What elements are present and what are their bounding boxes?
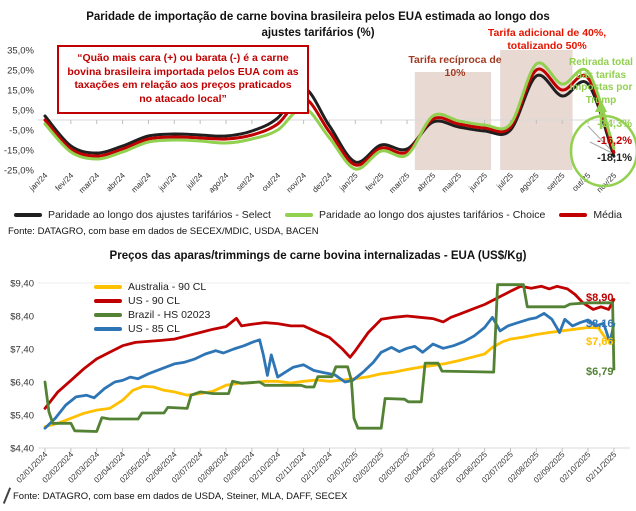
legend-swatch-icon bbox=[94, 285, 122, 289]
legend-label: Paridade ao longo dos ajustes tarifários… bbox=[318, 209, 546, 221]
annotation-tarifa-adicional: Tarifa adicional de 40%, totalizando 50% bbox=[487, 27, 607, 53]
x-tick-label: mar/25 bbox=[387, 171, 411, 195]
bottom-chart-source: Fonte: DATAGRO, com base em dados de USD… bbox=[13, 491, 348, 502]
legend-swatch-icon bbox=[94, 313, 122, 317]
legend-item: US - 85 CL bbox=[94, 323, 210, 335]
bottom-chart-legend: Australia - 90 CL US - 90 CL Brazil - HS 0… bbox=[94, 281, 210, 335]
x-tick-label: fev/24 bbox=[53, 171, 75, 193]
end-label: -14,3% bbox=[597, 118, 632, 130]
series-line-brazil-hs-02023 bbox=[43, 283, 616, 433]
y-tick-label: $8,40 bbox=[10, 312, 34, 323]
y-tick-label: 15,0% bbox=[7, 86, 34, 97]
legend-label: US - 90 CL bbox=[128, 295, 180, 307]
x-tick-label: set/25 bbox=[545, 171, 567, 193]
end-label: $8,16 bbox=[586, 318, 614, 330]
y-tick-label: $6,40 bbox=[10, 378, 34, 389]
end-label: $8,90 bbox=[586, 292, 614, 304]
end-label: -18,1% bbox=[597, 152, 632, 164]
x-tick-label: jun/25 bbox=[467, 171, 490, 194]
x-tick-label: mai/24 bbox=[130, 171, 154, 195]
legend-item: Brazil - HS 02023 bbox=[94, 309, 210, 321]
legend-label: Média bbox=[593, 209, 623, 221]
series-line-australia-90-cl bbox=[43, 326, 616, 428]
legend-item: Paridade ao longo dos ajustes tarifários… bbox=[13, 209, 271, 221]
legend-item: Paridade ao longo dos ajustes tarifários… bbox=[284, 209, 546, 221]
x-tick-label: jul/25 bbox=[494, 171, 515, 192]
top-chart-canvas: 35,0% 25,0% 15,0% 5,0% -5,0% -15,0% -25,0% jan/… bbox=[4, 46, 636, 195]
x-tick-label: jul/24 bbox=[184, 171, 205, 192]
tariff-region bbox=[500, 50, 573, 170]
highlight-circle bbox=[569, 114, 636, 188]
x-tick-label: ago/25 bbox=[517, 171, 541, 195]
legend-swatch-icon bbox=[94, 327, 122, 331]
legend-label: Australia - 90 CL bbox=[128, 281, 207, 293]
y-tick-label: -25,0% bbox=[4, 166, 35, 177]
y-tick-label: $7,40 bbox=[10, 345, 34, 356]
legend-swatch-icon bbox=[94, 299, 122, 303]
legend-item: US - 90 CL bbox=[94, 295, 210, 307]
top-chart-legend: Paridade ao longo dos ajustes tarifários… bbox=[0, 209, 636, 221]
bottom-chart-title: Preços das aparas/trimmings de carne bov… bbox=[109, 250, 527, 262]
end-label: -16,2% bbox=[597, 135, 632, 147]
legend-item: Australia - 90 CL bbox=[94, 281, 210, 293]
series-line-choice bbox=[43, 61, 616, 171]
y-tick-label: $9,40 bbox=[10, 279, 34, 290]
top-chart-source: Fonte: DATAGRO, com base em dados de SEC… bbox=[8, 226, 319, 237]
bottom-chart-canvas: $9,40$8,40$7,40$6,40$5,40$4,4002/01/2024… bbox=[10, 279, 630, 485]
y-tick-label: 5,0% bbox=[12, 106, 34, 117]
x-tick-label: fev/25 bbox=[364, 171, 386, 193]
y-tick-label: 35,0% bbox=[7, 46, 34, 57]
annotation-retirada-tarifas: Retirada total das tarifas impostas por … bbox=[569, 57, 633, 106]
x-tick-label: out/24 bbox=[260, 171, 282, 193]
x-tick-label: nov/25 bbox=[595, 171, 619, 195]
x-tick-label: dez/24 bbox=[311, 171, 335, 195]
end-label: $7,66 bbox=[586, 336, 614, 348]
legend-item: Média bbox=[559, 209, 622, 221]
series-line-us-90-cl bbox=[43, 284, 616, 410]
x-tick-label: mar/24 bbox=[77, 171, 101, 195]
x-tick-label: jun/24 bbox=[156, 171, 179, 194]
annotation-tarifa-reciproca: Tarifa recíproca de 10% bbox=[408, 54, 502, 80]
x-tick-label: ago/24 bbox=[207, 171, 231, 195]
x-tick-label: nov/24 bbox=[285, 171, 309, 195]
legend-swatch-icon bbox=[13, 213, 42, 217]
leader-line bbox=[587, 125, 611, 150]
series-line-us-85-cl bbox=[43, 312, 616, 430]
y-tick-label: -15,0% bbox=[4, 146, 35, 157]
legend-swatch-icon bbox=[284, 213, 313, 217]
y-tick-label: 25,0% bbox=[7, 66, 34, 77]
y-tick-label: -5,0% bbox=[9, 126, 34, 137]
x-tick-label: abr/25 bbox=[415, 171, 438, 194]
x-tick-label: jan/25 bbox=[337, 171, 360, 194]
y-tick-label: $5,40 bbox=[10, 411, 34, 422]
x-tick-label: set/24 bbox=[235, 171, 257, 193]
leader-line bbox=[589, 141, 613, 154]
legend-label: Paridade ao longo dos ajustes tarifários… bbox=[47, 209, 271, 221]
quote-callout: “Quão mais cara (+) ou barata (-) é a ca… bbox=[57, 45, 309, 114]
x-tick-label: mai/25 bbox=[440, 171, 464, 195]
legend-label: Brazil - HS 02023 bbox=[128, 309, 211, 321]
legend-swatch-icon bbox=[559, 213, 588, 217]
end-label: $6,79 bbox=[586, 366, 614, 378]
legend-label: US - 85 CL bbox=[128, 323, 180, 335]
top-chart-title: Paridade de importação de carne bovina b… bbox=[86, 11, 550, 39]
arrow-head-icon bbox=[595, 100, 607, 112]
y-tick-label: $4,40 bbox=[10, 444, 34, 455]
x-tick-label: abr/24 bbox=[105, 171, 128, 194]
